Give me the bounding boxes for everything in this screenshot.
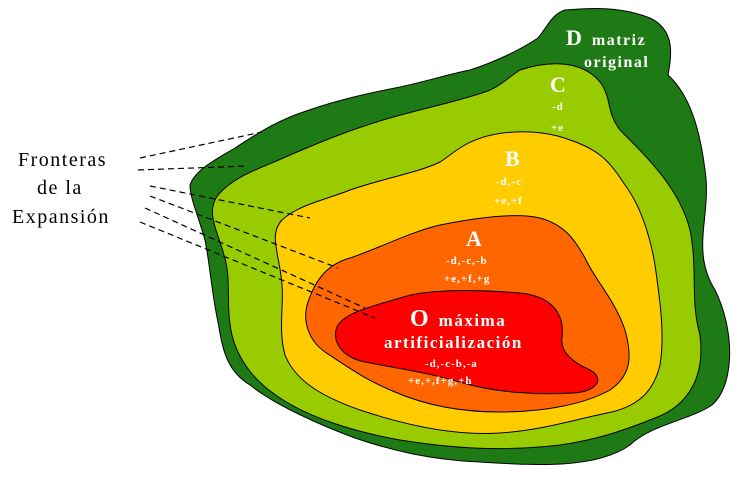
frontier-leader-inner [144,207,366,309]
zone-d-label: D matriz [566,25,646,50]
zone-o [335,290,599,395]
zone-d-line1: matriz [592,32,646,49]
zone-a-letter: A [466,226,482,251]
zone-o-line2: artificialización [384,333,523,352]
zone-c-detail1: -d [552,101,564,113]
frontier-leader-c [139,131,263,159]
zone-c-letter: C [550,72,566,97]
frontier-leader-core [139,221,376,319]
zone-o-line1: máxima [439,311,507,330]
zone-b-letter: B [505,146,520,171]
zone-a-detail2: +e,+f,+g [444,273,490,285]
frontier-leader-o [149,195,339,269]
zone-o-letter: O [410,306,429,332]
zone-o-label: O máxima [410,306,506,332]
zone-b-detail2: +e,+f [494,195,523,207]
frontier-label-line3: Expansión [12,206,110,228]
zone-d-line2: original [584,54,649,71]
frontier-label-line2: de la [37,177,83,199]
zone-c-detail2: +e [551,122,564,134]
frontier-label-line1: Fronteras [18,149,107,171]
zone-a-detail1: -d,-c,-b [446,255,488,267]
frontier-leader-b [137,165,249,171]
frontier-leader-a [149,185,311,219]
zone-b-detail1: -d,-c [496,176,522,188]
zone-o-detail2: +e,+,f+g,+h [408,375,473,387]
zone-d-letter: D [566,25,582,50]
zone-o-detail1: -d,-c-b,-a [425,358,478,370]
